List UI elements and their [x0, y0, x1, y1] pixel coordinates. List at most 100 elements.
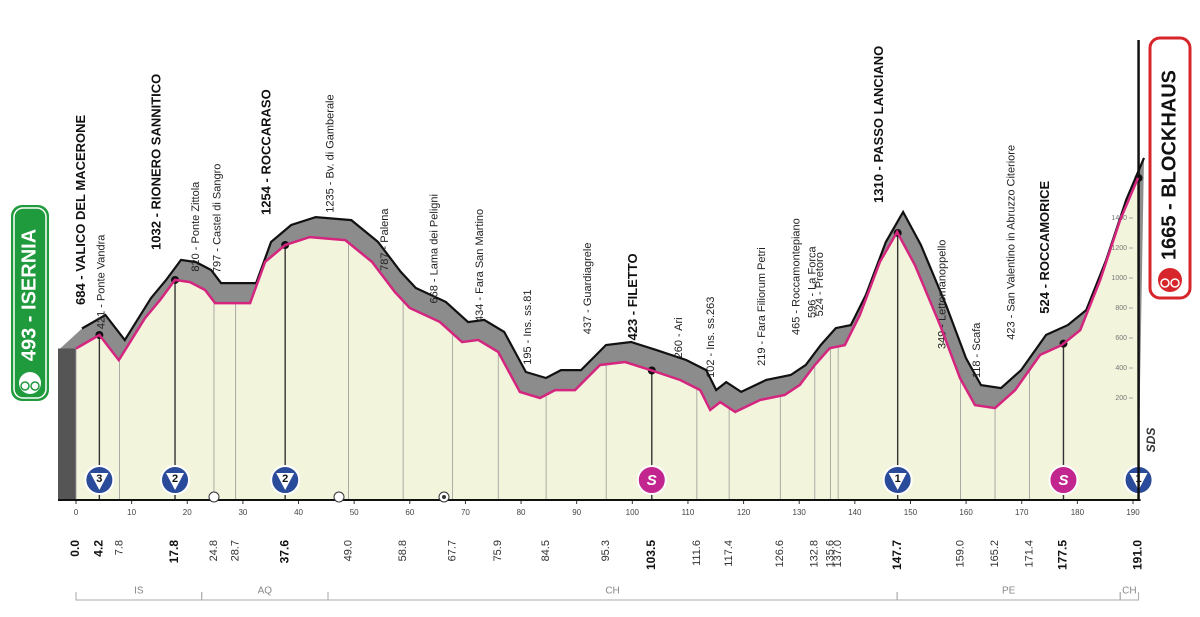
waypoint-name: 820 - Ponte Zittola	[190, 181, 202, 272]
x-tick-label: 190	[1126, 508, 1140, 517]
x-tick-label: 60	[405, 508, 414, 517]
climb-marker-label: 3	[96, 473, 102, 485]
logo: SDS	[1144, 428, 1158, 453]
waypoint-name: 421 - Ponte Vandra	[95, 234, 107, 329]
start-label: 493 - ISERNIA	[18, 229, 40, 361]
waypoint-km: 75.9	[492, 540, 504, 561]
waypoint-km: 7.8	[113, 540, 125, 555]
x-tick-label: 120	[737, 508, 751, 517]
finish-badge: 1665 - BLOCKHAUS	[1148, 36, 1192, 300]
climb-marker-circle	[636, 465, 667, 495]
waypoint-name: 684 - VALICO DEL MACERONE	[73, 114, 88, 305]
start-badge: 493 - ISERNIA	[11, 205, 49, 401]
finish-icon	[1158, 268, 1182, 292]
climb-marker: 1	[882, 465, 913, 495]
waypoint-name: 102 - Ins. ss.263	[705, 297, 717, 378]
x-tick-label: 40	[294, 508, 303, 517]
x-tick-label: 80	[517, 508, 526, 517]
waypoint-name: 1032 - RIONERO SANNITICO	[148, 74, 163, 250]
waypoint-name: 423 - San Valentino in Abruzzo Citeriore	[1005, 145, 1017, 340]
climb-marker: 2	[160, 465, 191, 495]
region-label: AQ	[258, 586, 273, 597]
region-label: CH	[605, 586, 619, 597]
region-label: CH	[1122, 586, 1136, 597]
waypoint-km: 0.0	[68, 540, 82, 557]
finish-badge-box	[1148, 36, 1192, 300]
climb-marker: 3	[84, 465, 115, 495]
start-icon-wheel	[20, 381, 30, 391]
waypoint-name: 118 - Scafa	[971, 322, 983, 378]
waypoint-name: 1254 - ROCCARASO	[259, 89, 274, 215]
waypoint-km: 4.2	[92, 540, 106, 557]
climb-marker-label: S	[647, 472, 657, 489]
start-badge-box	[11, 205, 49, 401]
y-tick-label: 1000	[1111, 275, 1127, 282]
x-tick-label: 150	[904, 508, 918, 517]
climb-marker: S	[1048, 465, 1079, 495]
waypoint-km: 117.4	[723, 540, 735, 567]
climb-marker: 2	[270, 465, 301, 495]
profile-line	[75, 177, 1140, 414]
climb-marker-triangle	[276, 473, 295, 490]
waypoint-name: 423 - FILETTO	[625, 253, 640, 340]
x-tick-label: 90	[572, 508, 581, 517]
x-tick-label: 170	[1015, 508, 1029, 517]
waypoint-name: 434 - Fara San Martino	[474, 209, 486, 322]
route-icons	[208, 491, 450, 503]
waypoint-name: 797 - Castel di Sangro	[212, 164, 224, 273]
y-tick-label: 1200	[1111, 245, 1127, 252]
y-tick-label: 800	[1115, 305, 1127, 312]
region-bracket	[1119, 592, 1140, 601]
finish-icon-wheel	[1160, 278, 1170, 288]
climb-marker-label: S	[1058, 472, 1068, 489]
waypoint-km: 84.5	[540, 540, 552, 561]
x-tick-label: 180	[1071, 508, 1085, 517]
waypoint-name: 787 - Palena	[379, 208, 391, 271]
y-tick-label: 200	[1115, 395, 1127, 402]
waypoint-name: 219 - Fara Filiorum Petri	[756, 247, 768, 366]
x-tick-label: 20	[183, 508, 192, 517]
waypoint-km: 103.5	[644, 540, 658, 570]
x-tick-label: 110	[682, 508, 695, 517]
waypoint-name: 465 - Roccamontepiano	[791, 218, 803, 335]
start-badge-border	[13, 207, 47, 399]
y-tick-label: 1400	[1111, 215, 1127, 222]
waypoint-name: 524 - Pretoro	[814, 252, 826, 316]
y-tick-label: 600	[1115, 335, 1127, 342]
x-tick-label: 100	[626, 508, 640, 517]
start-icon	[19, 372, 41, 394]
x-tick-label: 140	[848, 508, 862, 517]
start-icon-wheel	[30, 381, 40, 391]
x-tick-label: 0	[74, 508, 79, 517]
route-icon	[333, 491, 345, 503]
waypoint-km: 28.7	[230, 540, 242, 561]
y-tick-label: 400	[1115, 365, 1127, 372]
x-tick-label: 70	[461, 508, 470, 517]
region-label: IS	[134, 586, 144, 597]
waypoint-km: 135.6	[824, 540, 836, 568]
waypoint-name: 668 - Lama dei Peligni	[429, 194, 441, 303]
x-tick-label: 10	[127, 508, 136, 517]
climb-marker-triangle	[166, 473, 185, 490]
waypoint-km: 67.7	[447, 540, 459, 561]
plot: 0 10 20 30 40 50 60 70 80 90 100 110 120 130 140 150 160…	[58, 40, 1154, 601]
waypoint-name: 437 - Guardiagrele	[582, 243, 594, 335]
waypoint-name: 195 - Ins. ss.81	[522, 290, 534, 365]
waypoint-km: 126.6	[774, 540, 786, 568]
x-tick-label: 30	[238, 508, 247, 517]
climb-marker-label: 2	[282, 473, 288, 485]
region-label: PE	[1002, 586, 1016, 597]
waypoint-name: 1310 - PASSO LANCIANO	[871, 46, 886, 203]
waypoint-km: 165.2	[989, 540, 1001, 568]
waypoint-km: 58.8	[397, 540, 409, 561]
climb-marker-label: 1	[895, 473, 901, 485]
profile-edge	[81, 157, 1146, 394]
climb-marker-triangle	[888, 473, 907, 490]
waypoint-km: 49.0	[343, 540, 355, 561]
waypoint-km: 147.7	[890, 540, 904, 570]
waypoint-km: 137.0	[832, 540, 844, 568]
finish-icon-wheel	[1170, 278, 1180, 288]
waypoint-name: 596 - La Forca	[806, 246, 818, 318]
waypoint-km: 37.6	[277, 540, 291, 564]
x-tick-label: 50	[350, 508, 359, 517]
